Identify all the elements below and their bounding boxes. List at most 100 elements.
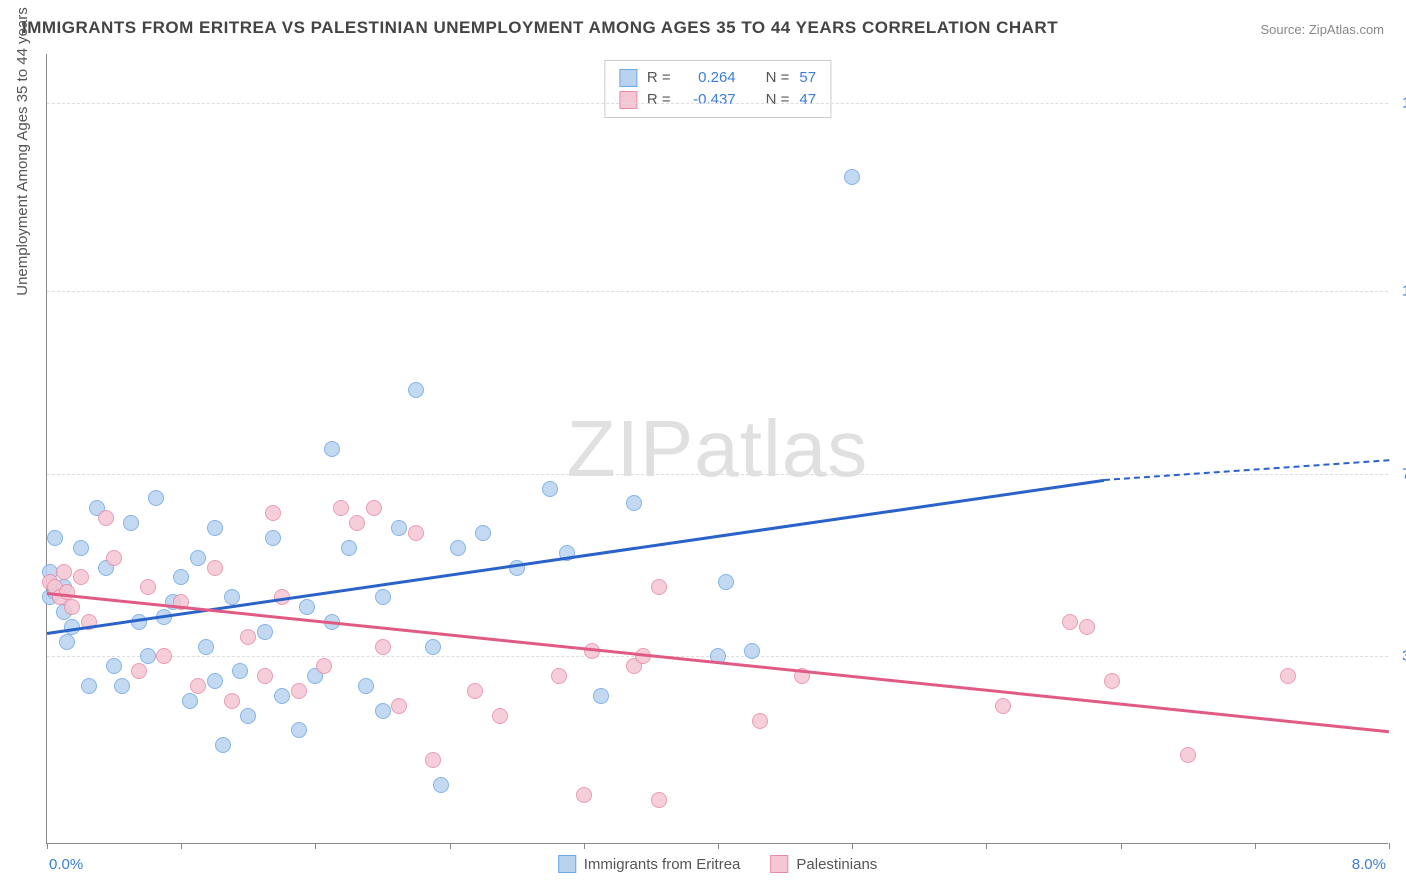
scatter-point (752, 713, 768, 729)
scatter-point (584, 643, 600, 659)
legend-swatch-icon (558, 855, 576, 873)
legend-r-label: R = (647, 89, 671, 111)
scatter-point (274, 688, 290, 704)
scatter-point (140, 579, 156, 595)
scatter-point (257, 668, 273, 684)
scatter-point (995, 698, 1011, 714)
scatter-point (173, 569, 189, 585)
x-tick (1389, 843, 1390, 849)
scatter-point (450, 540, 466, 556)
scatter-point (207, 560, 223, 576)
legend-item: Immigrants from Eritrea (558, 855, 741, 873)
scatter-point (207, 673, 223, 689)
scatter-point (156, 648, 172, 664)
scatter-point (366, 500, 382, 516)
scatter-point (551, 668, 567, 684)
scatter-point (299, 599, 315, 615)
scatter-point (257, 624, 273, 640)
scatter-point (56, 564, 72, 580)
scatter-point (593, 688, 609, 704)
scatter-point (844, 169, 860, 185)
plot-area: ZIPatlas R = 0.264 N = 57 R = -0.437 N =… (46, 54, 1388, 844)
scatter-point (81, 678, 97, 694)
scatter-point (1104, 673, 1120, 689)
legend-series-label: Immigrants from Eritrea (584, 856, 741, 873)
x-axis-max-label: 8.0% (1352, 856, 1386, 873)
scatter-point (375, 589, 391, 605)
scatter-point (475, 525, 491, 541)
scatter-point (651, 792, 667, 808)
legend-n-value: 47 (799, 89, 816, 111)
x-axis-min-label: 0.0% (49, 856, 83, 873)
scatter-point (1280, 668, 1296, 684)
scatter-point (265, 530, 281, 546)
legend-swatch-icon (619, 69, 637, 87)
y-axis-label: Unemployment Among Ages 35 to 44 years (14, 7, 31, 296)
scatter-point (576, 787, 592, 803)
scatter-point (190, 678, 206, 694)
trend-line (1104, 459, 1389, 481)
scatter-point (358, 678, 374, 694)
scatter-point (333, 500, 349, 516)
scatter-point (651, 579, 667, 595)
scatter-point (391, 520, 407, 536)
scatter-point (207, 520, 223, 536)
x-tick (718, 843, 719, 849)
legend-n-label: N = (766, 67, 790, 89)
legend-swatch-icon (770, 855, 788, 873)
scatter-point (291, 722, 307, 738)
legend-r-value: -0.437 (681, 89, 736, 111)
legend-stats-row: R = 0.264 N = 57 (619, 67, 816, 89)
scatter-point (198, 639, 214, 655)
legend-swatch-icon (619, 91, 637, 109)
scatter-point (59, 634, 75, 650)
scatter-point (140, 648, 156, 664)
scatter-point (509, 560, 525, 576)
watermark: ZIPatlas (567, 403, 868, 495)
scatter-point (215, 737, 231, 753)
x-tick (584, 843, 585, 849)
scatter-point (1079, 619, 1095, 635)
gridline (47, 103, 1388, 104)
scatter-point (73, 569, 89, 585)
scatter-point (341, 540, 357, 556)
legend-stats-row: R = -0.437 N = 47 (619, 89, 816, 111)
scatter-point (265, 505, 281, 521)
scatter-point (47, 530, 63, 546)
scatter-point (408, 382, 424, 398)
scatter-point (324, 441, 340, 457)
x-tick (450, 843, 451, 849)
scatter-point (106, 550, 122, 566)
gridline (47, 291, 1388, 292)
scatter-point (114, 678, 130, 694)
scatter-point (224, 693, 240, 709)
scatter-point (744, 643, 760, 659)
scatter-point (98, 510, 114, 526)
scatter-point (131, 663, 147, 679)
x-tick (47, 843, 48, 849)
scatter-point (59, 584, 75, 600)
legend-n-label: N = (766, 89, 790, 111)
scatter-point (232, 663, 248, 679)
scatter-point (408, 525, 424, 541)
scatter-point (391, 698, 407, 714)
scatter-point (375, 703, 391, 719)
x-tick (1255, 843, 1256, 849)
scatter-point (1180, 747, 1196, 763)
scatter-point (425, 639, 441, 655)
y-tick-label: 7.5% (1394, 465, 1406, 482)
scatter-point (64, 599, 80, 615)
scatter-point (349, 515, 365, 531)
x-tick (852, 843, 853, 849)
legend-item: Palestinians (770, 855, 877, 873)
x-tick (315, 843, 316, 849)
x-tick (1121, 843, 1122, 849)
scatter-point (425, 752, 441, 768)
legend-r-value: 0.264 (681, 67, 736, 89)
y-tick-label: 3.8% (1394, 648, 1406, 665)
scatter-point (190, 550, 206, 566)
scatter-point (316, 658, 332, 674)
scatter-point (224, 589, 240, 605)
scatter-point (240, 629, 256, 645)
x-tick (986, 843, 987, 849)
